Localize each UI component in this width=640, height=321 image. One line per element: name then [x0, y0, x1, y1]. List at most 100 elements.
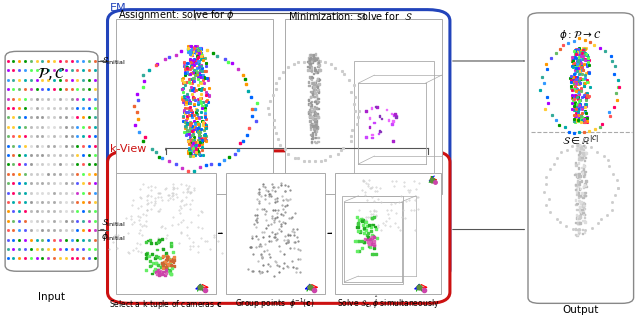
- Point: [155, 268, 165, 273]
- Point: [570, 197, 580, 203]
- Point: [579, 230, 589, 235]
- Point: [573, 171, 584, 176]
- Point: [159, 259, 170, 264]
- Point: [310, 127, 321, 133]
- Point: [304, 58, 314, 64]
- Point: [144, 254, 154, 259]
- Point: [579, 158, 589, 163]
- Point: [145, 259, 155, 264]
- Point: [364, 240, 374, 246]
- Point: [374, 131, 384, 136]
- Point: [570, 182, 580, 187]
- Point: [305, 118, 315, 124]
- Point: [305, 114, 316, 119]
- Point: [570, 232, 580, 237]
- Point: [576, 178, 586, 184]
- Point: [303, 97, 314, 102]
- Point: [310, 99, 320, 104]
- Point: [306, 122, 316, 127]
- Point: [308, 84, 318, 90]
- Point: [307, 75, 317, 80]
- Point: [310, 67, 321, 72]
- Point: [580, 193, 590, 198]
- Point: [314, 82, 324, 87]
- Point: [573, 229, 584, 234]
- Point: [572, 233, 582, 238]
- Point: [578, 210, 588, 215]
- Point: [366, 224, 376, 230]
- Point: [307, 121, 317, 126]
- Point: [574, 147, 584, 152]
- Point: [576, 153, 586, 158]
- Point: [161, 264, 171, 269]
- Point: [303, 101, 314, 107]
- Point: [307, 116, 317, 121]
- Point: [312, 55, 322, 60]
- Point: [152, 271, 162, 276]
- Point: [369, 120, 379, 125]
- Point: [579, 171, 589, 176]
- Point: [311, 99, 321, 104]
- Point: [364, 239, 374, 244]
- Point: [308, 83, 318, 89]
- Point: [575, 204, 585, 209]
- Point: [166, 271, 177, 276]
- Point: [365, 236, 375, 241]
- Point: [572, 232, 582, 237]
- Point: [579, 167, 589, 172]
- Point: [168, 259, 179, 265]
- Point: [304, 102, 314, 107]
- Point: [161, 271, 171, 276]
- Point: [151, 261, 161, 266]
- Point: [166, 258, 176, 263]
- Point: [143, 238, 153, 243]
- Point: [310, 52, 321, 57]
- Point: [306, 105, 316, 110]
- Point: [573, 180, 583, 185]
- Point: [169, 255, 179, 260]
- Point: [306, 108, 316, 114]
- Point: [580, 151, 590, 156]
- Point: [312, 124, 322, 129]
- Point: [579, 143, 589, 148]
- Point: [577, 144, 587, 150]
- Point: [309, 94, 319, 99]
- Point: [307, 123, 317, 128]
- Point: [362, 233, 372, 238]
- Point: [305, 76, 316, 81]
- Point: [306, 102, 316, 108]
- Point: [579, 184, 589, 189]
- Point: [576, 201, 586, 206]
- Point: [153, 268, 163, 273]
- Point: [367, 239, 377, 245]
- Point: [358, 222, 368, 227]
- Point: [577, 204, 587, 209]
- Point: [359, 226, 369, 231]
- Point: [570, 172, 580, 177]
- Point: [370, 224, 380, 229]
- Point: [351, 224, 362, 230]
- Point: [305, 132, 316, 137]
- Point: [307, 74, 317, 79]
- Point: [308, 121, 319, 126]
- Point: [152, 263, 163, 268]
- Point: [163, 264, 173, 269]
- Point: [312, 85, 323, 90]
- Point: [574, 157, 584, 162]
- Point: [310, 132, 321, 137]
- Point: [304, 83, 314, 88]
- Point: [305, 112, 315, 117]
- Point: [358, 239, 369, 244]
- Point: [573, 174, 583, 179]
- Point: [308, 58, 318, 63]
- Point: [571, 182, 581, 187]
- Point: [309, 94, 319, 99]
- Point: [168, 258, 178, 264]
- Point: [578, 151, 588, 156]
- Point: [572, 189, 582, 195]
- Point: [167, 265, 177, 270]
- Point: [579, 147, 589, 152]
- Point: [376, 116, 387, 121]
- Point: [145, 263, 155, 268]
- Point: [148, 260, 158, 265]
